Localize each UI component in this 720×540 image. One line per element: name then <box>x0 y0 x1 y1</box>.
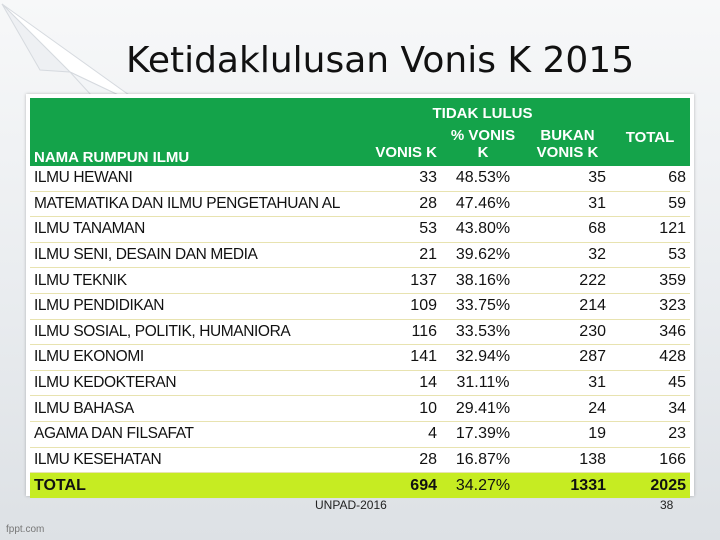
column-header-name: NAMA RUMPUN ILMU <box>30 98 355 166</box>
row-total: 121 <box>610 216 690 243</box>
row-bukan-vonis-k: 222 <box>525 267 610 294</box>
total-row-name: TOTAL <box>30 472 355 499</box>
row-vonis-k: 10 <box>355 395 441 422</box>
pct-vonis-label-2: K <box>477 144 489 161</box>
column-header-pct-vonis: % VONIS K <box>441 122 525 166</box>
row-bukan-vonis-k: 32 <box>525 242 610 269</box>
row-total: 359 <box>610 267 690 294</box>
data-table-panel: NAMA RUMPUN ILMU TIDAK LULUS VONIS K % V… <box>26 94 694 499</box>
row-name: MATEMATIKA DAN ILMU PENGETAHUAN AL <box>30 191 355 218</box>
slide-footer: UNPAD-2016 <box>315 498 387 512</box>
row-total: 166 <box>610 447 690 474</box>
table-row: ILMU KESEHATAN 28 16.87% 138 166 <box>30 447 690 474</box>
row-pct-vonis: 38.16% <box>441 267 525 294</box>
row-vonis-k: 141 <box>355 344 441 371</box>
row-pct-vonis: 39.62% <box>441 242 525 269</box>
row-vonis-k: 28 <box>355 191 441 218</box>
row-pct-vonis: 16.87% <box>441 447 525 474</box>
table-row: ILMU TEKNIK 137 38.16% 222 359 <box>30 267 690 294</box>
data-table: NAMA RUMPUN ILMU TIDAK LULUS VONIS K % V… <box>30 98 690 499</box>
total-row-bukan-vonis-k: 1331 <box>525 472 610 499</box>
row-bukan-vonis-k: 24 <box>525 395 610 422</box>
table-row: ILMU TANAMAN 53 43.80% 68 121 <box>30 216 690 243</box>
row-vonis-k: 137 <box>355 267 441 294</box>
header-spacer <box>610 98 690 122</box>
vonis-k-label: VONIS K <box>375 143 437 161</box>
row-vonis-k: 116 <box>355 319 441 346</box>
total-row-vonis-k: 694 <box>355 472 441 499</box>
row-vonis-k: 33 <box>355 166 441 192</box>
row-bukan-vonis-k: 230 <box>525 319 610 346</box>
row-name: ILMU SENI, DESAIN DAN MEDIA <box>30 242 355 269</box>
row-bukan-vonis-k: 214 <box>525 293 610 320</box>
row-vonis-k: 28 <box>355 447 441 474</box>
bukan-label-2: VONIS K <box>536 144 599 161</box>
row-name: ILMU BAHASA <box>30 395 355 422</box>
row-bukan-vonis-k: 35 <box>525 166 610 192</box>
row-vonis-k: 4 <box>355 421 441 448</box>
row-total: 34 <box>610 395 690 422</box>
column-header-total: TOTAL <box>610 122 690 166</box>
row-name: ILMU KESEHATAN <box>30 447 355 474</box>
row-name: AGAMA DAN FILSAFAT <box>30 421 355 448</box>
row-pct-vonis: 33.53% <box>441 319 525 346</box>
table-row: ILMU SOSIAL, POLITIK, HUMANIORA 116 33.5… <box>30 319 690 346</box>
total-row: TOTAL 694 34.27% 1331 2025 <box>30 472 690 499</box>
table-row: MATEMATIKA DAN ILMU PENGETAHUAN AL 28 47… <box>30 191 690 218</box>
row-vonis-k: 21 <box>355 242 441 269</box>
row-vonis-k: 53 <box>355 216 441 243</box>
column-header-bukan-vonis-k: BUKAN VONIS K <box>525 122 610 166</box>
row-total: 346 <box>610 319 690 346</box>
row-total: 45 <box>610 370 690 397</box>
row-bukan-vonis-k: 19 <box>525 421 610 448</box>
table-row: ILMU BAHASA 10 29.41% 24 34 <box>30 395 690 422</box>
row-pct-vonis: 29.41% <box>441 395 525 422</box>
row-vonis-k: 14 <box>355 370 441 397</box>
row-pct-vonis: 33.75% <box>441 293 525 320</box>
header-row-columns: VONIS K % VONIS K BUKAN VONIS K TOTAL <box>30 122 690 166</box>
row-pct-vonis: 32.94% <box>441 344 525 371</box>
row-pct-vonis: 47.46% <box>441 191 525 218</box>
table-row: ILMU KEDOKTERAN 14 31.11% 31 45 <box>30 370 690 397</box>
row-name: ILMU TANAMAN <box>30 216 355 243</box>
row-bukan-vonis-k: 31 <box>525 191 610 218</box>
row-bukan-vonis-k: 138 <box>525 447 610 474</box>
row-pct-vonis: 17.39% <box>441 421 525 448</box>
table-row: ILMU HEWANI 33 48.53% 35 68 <box>30 166 690 192</box>
row-total: 428 <box>610 344 690 371</box>
row-name: ILMU TEKNIK <box>30 267 355 294</box>
row-pct-vonis: 48.53% <box>441 166 525 192</box>
row-total: 68 <box>610 166 690 192</box>
header-row-group: NAMA RUMPUN ILMU TIDAK LULUS <box>30 98 690 166</box>
column-header-vonis-k: VONIS K <box>355 122 441 166</box>
row-total: 23 <box>610 421 690 448</box>
row-name: ILMU KEDOKTERAN <box>30 370 355 397</box>
row-bukan-vonis-k: 31 <box>525 370 610 397</box>
bukan-label-1: BUKAN <box>540 127 595 144</box>
row-name: ILMU SOSIAL, POLITIK, HUMANIORA <box>30 319 355 346</box>
page-number: 38 <box>660 498 674 512</box>
total-row-pct-vonis: 34.27% <box>441 472 525 499</box>
row-name: ILMU PENDIDIKAN <box>30 293 355 320</box>
row-vonis-k: 109 <box>355 293 441 320</box>
row-total: 323 <box>610 293 690 320</box>
slide-title: Ketidaklulusan Vonis K 2015 <box>126 40 635 81</box>
table-row: ILMU SENI, DESAIN DAN MEDIA 21 39.62% 32… <box>30 242 690 269</box>
row-pct-vonis: 43.80% <box>441 216 525 243</box>
row-name: ILMU EKONOMI <box>30 344 355 371</box>
column-group-tidak-lulus: TIDAK LULUS <box>355 98 610 122</box>
row-total: 53 <box>610 242 690 269</box>
table-row: ILMU PENDIDIKAN 109 33.75% 214 323 <box>30 293 690 320</box>
row-bukan-vonis-k: 68 <box>525 216 610 243</box>
row-pct-vonis: 31.11% <box>441 370 525 397</box>
total-label: TOTAL <box>625 128 675 146</box>
row-total: 59 <box>610 191 690 218</box>
total-row-total: 2025 <box>610 472 690 499</box>
row-bukan-vonis-k: 287 <box>525 344 610 371</box>
row-name: ILMU HEWANI <box>30 166 355 192</box>
table-row: ILMU EKONOMI 141 32.94% 287 428 <box>30 344 690 371</box>
table-row: AGAMA DAN FILSAFAT 4 17.39% 19 23 <box>30 421 690 448</box>
watermark-logo: fppt.com <box>6 524 45 535</box>
pct-vonis-label-1: % VONIS <box>450 127 516 144</box>
